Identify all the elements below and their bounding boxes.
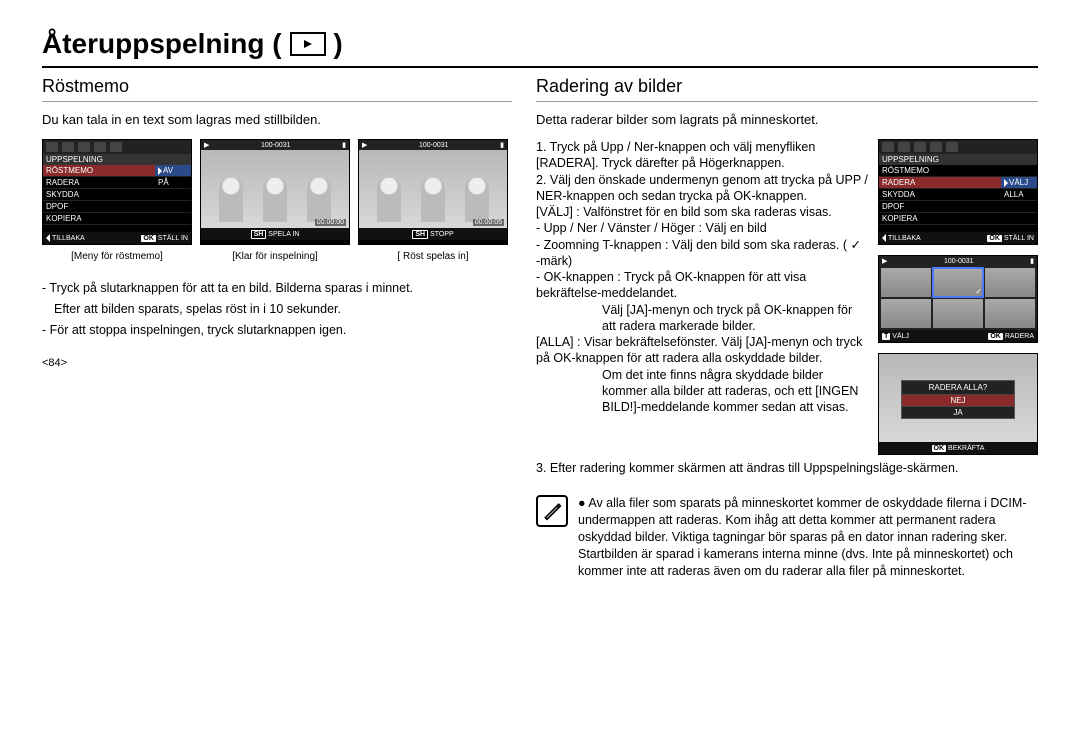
wrench-icon [110, 142, 122, 152]
menu-row-skydda[interactable]: SKYDDA [43, 189, 191, 201]
menu-row-rostmemo[interactable]: RÖSTMEMO AV [43, 165, 191, 177]
cam-screen-select: ▶ 100-0031 ▮ ✓ TV [878, 255, 1038, 343]
mode-icon [46, 142, 58, 152]
confirm-dialog: RADERA ALLA? NEJ JA [901, 380, 1015, 419]
menu-row[interactable]: DPOF [879, 201, 1037, 213]
step3: 3. Efter radering kommer skärmen att änd… [536, 461, 1038, 475]
caption-2: [Klar för inspelning] [200, 251, 350, 262]
page-title-row: Återuppspelning ( ) [42, 28, 1038, 68]
menu-row[interactable]: RÖSTMEMO [879, 165, 1037, 177]
ok-key-icon: OK [141, 235, 156, 242]
tool-icon [930, 142, 942, 152]
menu-row-radera[interactable]: RADERA VÄLJ [879, 177, 1037, 189]
file-id: 100-0031 [261, 142, 291, 149]
menu-row[interactable]: KOPIERA [879, 213, 1037, 225]
menu-header: UPPSPELNING [43, 154, 191, 165]
thumb[interactable] [985, 268, 1035, 297]
thumb[interactable] [985, 299, 1035, 328]
thumb[interactable] [933, 299, 983, 328]
thumb[interactable] [881, 268, 931, 297]
note-block: ● Av alla filer som sparats på minneskor… [536, 495, 1038, 579]
right-intro: Detta raderar bilder som lagrats på minn… [536, 112, 1038, 127]
battery-icon: ▮ [500, 141, 504, 149]
confirm-yes[interactable]: JA [902, 406, 1014, 418]
timer: 00:00:05 [473, 219, 504, 226]
play-icon [62, 142, 74, 152]
caption-3: [ Röst spelas in] [358, 251, 508, 262]
wrench-icon [946, 142, 958, 152]
thumb-selected[interactable]: ✓ [933, 268, 983, 297]
left-arrow-icon [46, 234, 50, 242]
cam-screen-ready: ▶ 100-0031 ▮ 00:00:00 SHSPELA IN [200, 139, 350, 245]
page-number: <84> [42, 357, 512, 369]
battery-icon: ▮ [342, 141, 346, 149]
play-icon: ▶ [204, 141, 209, 149]
t-key-icon: T [882, 333, 890, 340]
check-icon: ✓ [975, 287, 982, 296]
chevron-right-icon [1004, 179, 1008, 187]
ok-key-icon: OK [988, 333, 1003, 340]
sh-key-icon: SH [251, 230, 267, 239]
timer: 00:00:00 [315, 219, 346, 226]
page-title: Återuppspelning ( [42, 28, 282, 60]
tool-icon [94, 142, 106, 152]
menu-row[interactable]: SKYDDA ALLA [879, 189, 1037, 201]
chevron-right-icon [158, 167, 162, 175]
confirm-no[interactable]: NEJ [902, 394, 1014, 406]
left-arrow-icon [882, 234, 886, 242]
caption-1: [Meny för röstmemo] [42, 251, 192, 262]
ok-key-icon: OK [932, 445, 947, 452]
sh-key-icon: SH [412, 230, 428, 239]
thumb[interactable] [881, 299, 931, 328]
sound-icon [78, 142, 90, 152]
left-screens: UPPSPELNING RÖSTMEMO AV RADERA PÅ SKYDDA… [42, 139, 512, 245]
right-instructions: 1. Tryck på Upp / Ner-knappen och välj m… [536, 139, 868, 455]
left-intro: Du kan tala in en text som lagras med st… [42, 112, 512, 127]
left-heading: Röstmemo [42, 76, 512, 102]
menu-row-dpof[interactable]: DPOF [43, 201, 191, 213]
mode-icon [882, 142, 894, 152]
cam-screen-menu: UPPSPELNING RÖSTMEMO AV RADERA PÅ SKYDDA… [42, 139, 192, 245]
menu-row-kopiera[interactable]: KOPIERA [43, 213, 191, 225]
note-text: Av alla filer som sparats på minneskorte… [578, 496, 1026, 578]
play-icon: ▶ [362, 141, 367, 149]
cam-screen-recording: ▶ 100-0031 ▮ 00:00:05 SHSTOPP [358, 139, 508, 245]
battery-icon: ▮ [1030, 257, 1034, 265]
caption-row: [Meny för röstmemo] [Klar för inspelning… [42, 251, 512, 262]
title-close-paren: ) [326, 28, 343, 60]
play-icon [898, 142, 910, 152]
file-id: 100-0031 [419, 142, 449, 149]
right-heading: Radering av bilder [536, 76, 1038, 102]
left-body: - Tryck på slutarknappen för att ta en b… [42, 280, 512, 339]
menu-row-radera[interactable]: RADERA PÅ [43, 177, 191, 189]
note-icon [536, 495, 568, 527]
playback-mode-icon [290, 32, 326, 56]
cam-screen-confirm: RADERA ALLA? NEJ JA OKBEKRÄFTA [878, 353, 1038, 455]
photo-thumbnail [367, 160, 499, 222]
cam-screen-delete-menu: UPPSPELNING RÖSTMEMO RADERA VÄLJ SKYDDA … [878, 139, 1038, 245]
ok-key-icon: OK [987, 235, 1002, 242]
sound-icon [914, 142, 926, 152]
photo-thumbnail [209, 160, 341, 222]
play-icon: ▶ [882, 257, 887, 265]
